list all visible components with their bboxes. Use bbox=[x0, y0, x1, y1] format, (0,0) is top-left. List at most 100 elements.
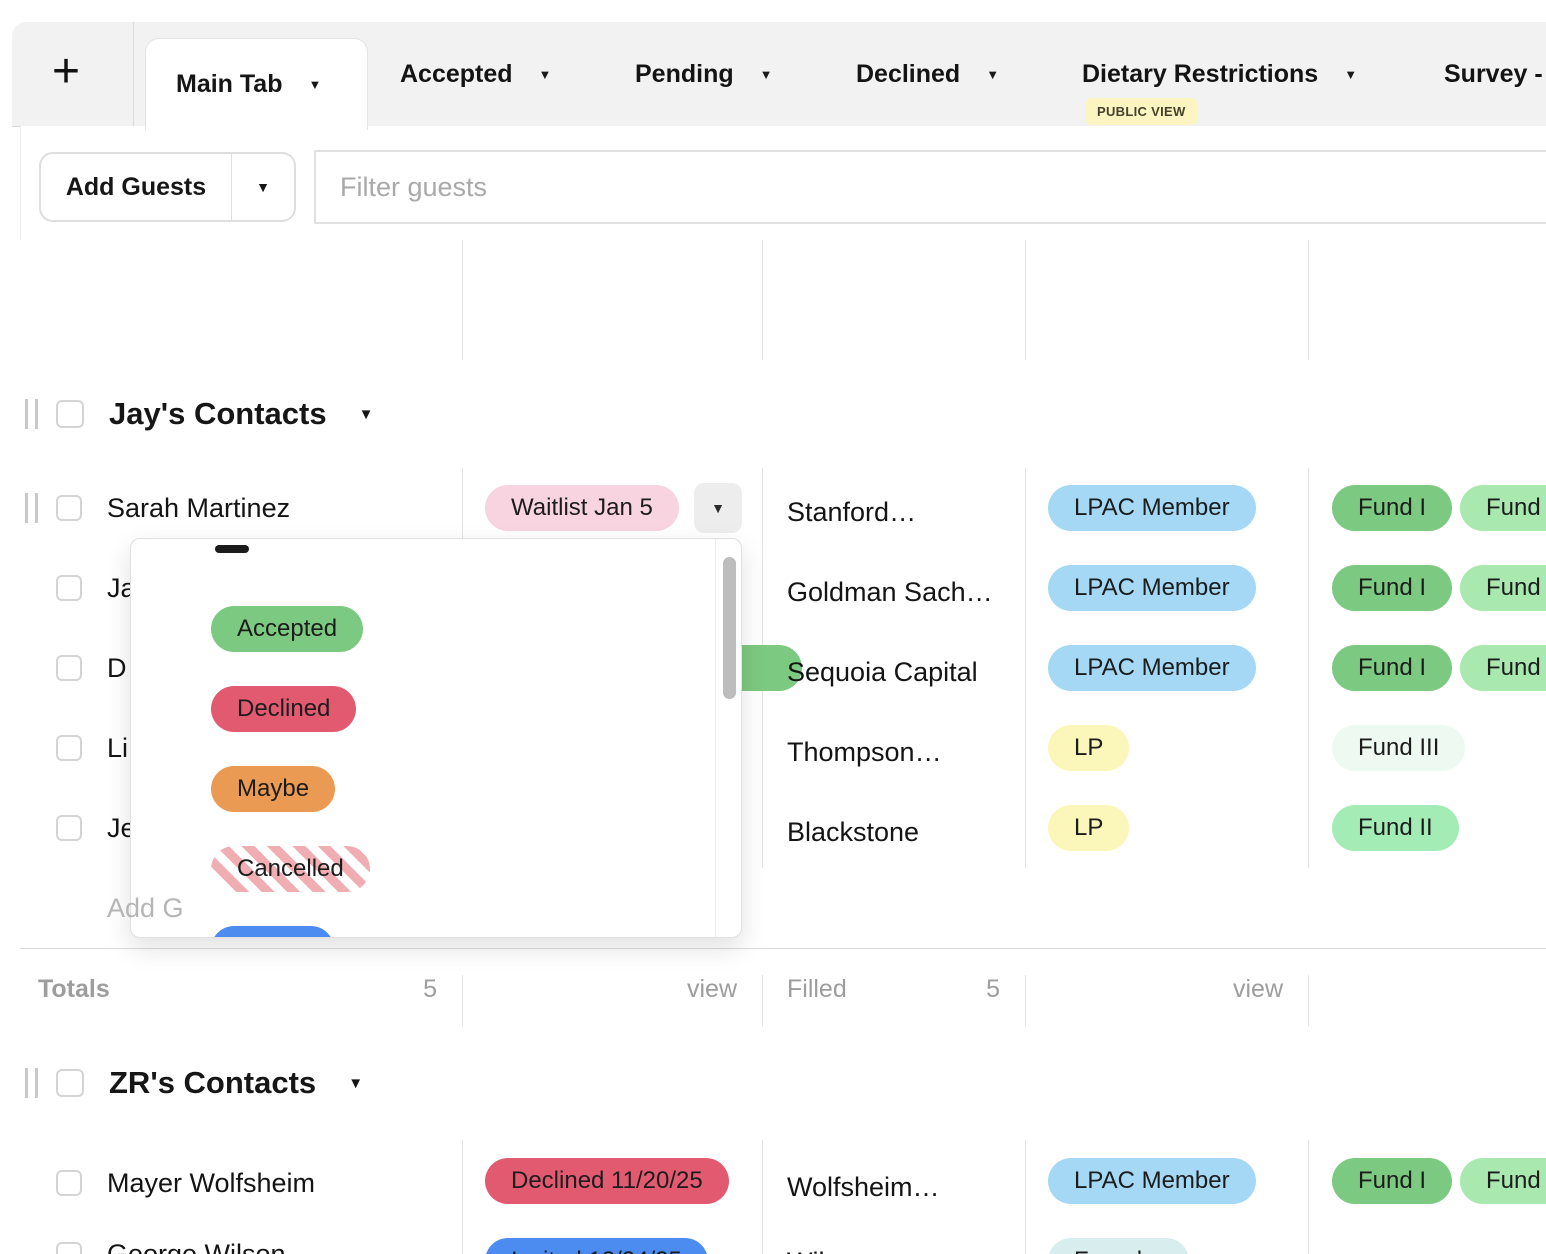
drag-handle-icon[interactable] bbox=[25, 399, 38, 429]
guest-name[interactable]: Li bbox=[107, 733, 129, 763]
totals-label: Totals bbox=[38, 975, 110, 1003]
clear-rsvp-option[interactable] bbox=[215, 545, 249, 553]
drag-handle-icon[interactable] bbox=[25, 1068, 38, 1098]
row-checkbox[interactable] bbox=[56, 1242, 82, 1254]
tab-label: Survey - bbox=[1444, 59, 1543, 88]
rsvp-dropdown-menu: Accepted Declined Maybe Cancelled Invite… bbox=[130, 538, 742, 938]
chevron-down-icon[interactable]: ▼ bbox=[538, 66, 552, 82]
table-row: Sarah Martinez Waitlist Jan 5 ▼ Stanford… bbox=[20, 468, 1546, 549]
company-cell[interactable]: Stanford… bbox=[787, 497, 917, 527]
tab-dietary-restrictions[interactable]: Dietary Restrictions ▼ bbox=[1082, 22, 1357, 126]
fund-pill[interactable]: Fund I bbox=[1332, 565, 1453, 611]
group-title[interactable]: Jay's Contacts bbox=[109, 396, 327, 431]
table-row: Mayer Wolfsheim Declined 11/20/25 Wolfsh… bbox=[20, 1140, 1546, 1227]
rsvp-option-invited[interactable]: Invited bbox=[211, 926, 334, 937]
tab-pending[interactable]: Pending ▼ bbox=[635, 22, 772, 126]
chevron-down-icon[interactable]: ▼ bbox=[358, 405, 374, 423]
guest-type-pill[interactable]: LP bbox=[1048, 805, 1130, 851]
new-tab-button[interactable]: + bbox=[52, 45, 81, 98]
fund-pill[interactable]: Fund I bbox=[1332, 645, 1453, 691]
rsvp-pill[interactable]: Declined 11/20/25 bbox=[485, 1158, 729, 1204]
totals-count: 5 bbox=[423, 975, 437, 1003]
tab-accepted[interactable]: Accepted ▼ bbox=[400, 22, 551, 126]
button-divider bbox=[231, 154, 232, 220]
chevron-down-icon[interactable]: ▼ bbox=[308, 77, 322, 92]
fund-pill[interactable]: Fund III bbox=[1332, 725, 1466, 771]
tab-label: Dietary Restrictions bbox=[1082, 59, 1319, 88]
filled-count: 5 bbox=[986, 975, 1000, 1003]
tab-declined[interactable]: Declined ▼ bbox=[856, 22, 999, 126]
company-cell[interactable]: Wilson… bbox=[787, 1246, 895, 1254]
row-checkbox[interactable] bbox=[56, 655, 82, 681]
guest-type-pill[interactable]: LPAC Member bbox=[1048, 645, 1256, 691]
group-header-zrs-contacts: ZR's Contacts ▼ bbox=[20, 1026, 1546, 1141]
group-header-jays-contacts: Jay's Contacts ▼ bbox=[20, 360, 1546, 469]
rsvp-view-link[interactable]: view bbox=[686, 975, 737, 1003]
add-guests-button[interactable]: Add Guests ▼ bbox=[39, 152, 296, 222]
chevron-down-icon[interactable]: ▼ bbox=[986, 66, 1000, 82]
guest-type-pill[interactable]: LP bbox=[1048, 725, 1130, 771]
tab-label: Pending bbox=[635, 59, 734, 88]
add-guests-dropdown-arrow[interactable]: ▼ bbox=[256, 179, 270, 195]
chevron-down-icon[interactable]: ▼ bbox=[348, 1074, 364, 1092]
guest-name[interactable]: Mayer Wolfsheim bbox=[107, 1168, 316, 1198]
guest-type-view-link[interactable]: view bbox=[1232, 975, 1283, 1003]
rsvp-option-maybe[interactable]: Maybe bbox=[211, 766, 336, 812]
fund-pill[interactable]: Fund II bbox=[1332, 805, 1459, 851]
row-checkbox[interactable] bbox=[56, 735, 82, 761]
fund-pill[interactable]: Fund II bbox=[1460, 1158, 1546, 1204]
scrollbar-track bbox=[715, 539, 716, 937]
rsvp-option-accepted[interactable]: Accepted bbox=[211, 606, 364, 652]
group-title[interactable]: ZR's Contacts bbox=[109, 1065, 317, 1100]
company-cell[interactable]: Goldman Sach… bbox=[787, 577, 993, 607]
fund-pill[interactable]: Fund I bbox=[1332, 1158, 1453, 1204]
rsvp-dropdown-button[interactable]: ▼ bbox=[694, 483, 742, 533]
add-guest-row-label[interactable]: Add G bbox=[107, 893, 184, 923]
tab-divider bbox=[133, 22, 134, 126]
guest-type-pill[interactable]: LPAC Member bbox=[1048, 1158, 1256, 1204]
group-checkbox[interactable] bbox=[56, 1069, 84, 1097]
scrollbar-thumb[interactable] bbox=[723, 557, 736, 699]
guest-name[interactable]: George Wilson bbox=[107, 1239, 286, 1254]
guest-name[interactable]: D bbox=[107, 653, 127, 683]
fund-pill[interactable]: Fund II bbox=[1460, 565, 1546, 611]
rsvp-option-cancelled[interactable]: Cancelled bbox=[211, 846, 370, 892]
tab-label: Main Tab bbox=[176, 70, 283, 98]
guest-name[interactable]: Sarah Martinez bbox=[107, 493, 291, 523]
rsvp-pill[interactable]: Waitlist Jan 5 bbox=[485, 485, 679, 531]
guest-type-pill[interactable]: LPAC Member bbox=[1048, 485, 1256, 531]
rsvp-pill[interactable]: Invited 12/24/25 bbox=[485, 1238, 708, 1254]
guest-type-pill[interactable]: LPAC Member bbox=[1048, 565, 1256, 611]
row-checkbox[interactable] bbox=[56, 815, 82, 841]
table-header-row: Name CONTACT FIELD RSVP EVENT Company CO… bbox=[20, 240, 1546, 576]
tab-label: Declined bbox=[856, 59, 961, 88]
tab-label: Accepted bbox=[400, 59, 513, 88]
fund-pill[interactable]: Fund II bbox=[1460, 485, 1546, 531]
totals-row: Totals 5 view Filled 5 view bbox=[20, 948, 1546, 1028]
group-checkbox[interactable] bbox=[56, 400, 84, 428]
filled-label: Filled bbox=[787, 975, 847, 1003]
public-view-badge: PUBLIC VIEW bbox=[1086, 98, 1197, 125]
company-cell[interactable]: Wolfsheim… bbox=[787, 1172, 940, 1202]
filter-guests-input[interactable] bbox=[314, 150, 1546, 224]
drag-handle-icon[interactable] bbox=[25, 493, 38, 523]
row-checkbox[interactable] bbox=[56, 575, 82, 601]
tab-main-tab[interactable]: Main Tab ▼ bbox=[145, 38, 368, 130]
toolbar: Add Guests ▼ bbox=[20, 126, 1546, 240]
fund-pill[interactable]: Fund I bbox=[1332, 485, 1453, 531]
add-guests-label[interactable]: Add Guests bbox=[65, 172, 207, 201]
tab-survey[interactable]: Survey - bbox=[1444, 22, 1543, 126]
rsvp-option-declined[interactable]: Declined bbox=[211, 686, 357, 732]
row-checkbox[interactable] bbox=[56, 495, 82, 521]
company-cell[interactable]: Blackstone bbox=[787, 817, 920, 847]
guest-type-pill[interactable]: Founder bbox=[1048, 1238, 1190, 1254]
company-cell[interactable]: Thompson… bbox=[787, 737, 942, 767]
fund-pill[interactable]: Fund II bbox=[1460, 645, 1546, 691]
table-row: George Wilson Invited 12/24/25 Wilson… F… bbox=[20, 1226, 1546, 1254]
chevron-down-icon[interactable]: ▼ bbox=[759, 66, 773, 82]
row-checkbox[interactable] bbox=[56, 1170, 82, 1196]
chevron-down-icon[interactable]: ▼ bbox=[1344, 66, 1358, 82]
tab-bar: + Main Tab ▼ Accepted ▼ Pending ▼ Declin… bbox=[12, 22, 1546, 130]
company-cell[interactable]: Sequoia Capital bbox=[787, 657, 978, 687]
